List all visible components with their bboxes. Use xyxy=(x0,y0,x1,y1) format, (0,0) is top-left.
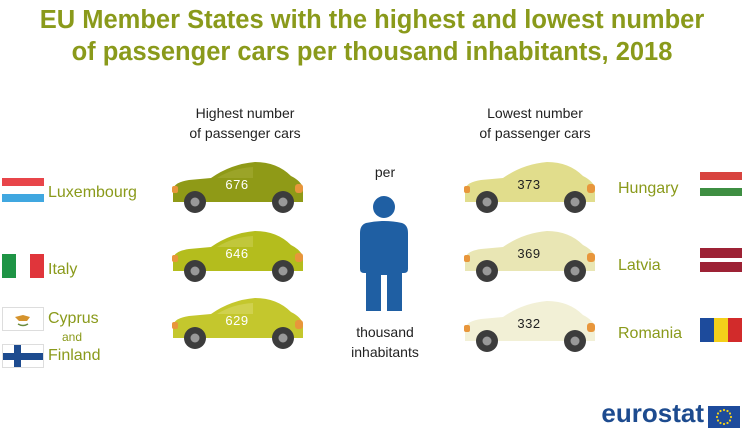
country-romania: Romania xyxy=(618,325,683,342)
car-hungary: 373 xyxy=(459,158,599,218)
romania-flag xyxy=(700,318,742,342)
car-value: 369 xyxy=(517,246,541,261)
country-latvia: Latvia xyxy=(618,257,661,274)
car-value: 332 xyxy=(517,316,541,331)
country-finland: Finland xyxy=(48,347,101,364)
car-value: 646 xyxy=(225,246,249,261)
per-label: per xyxy=(374,164,396,180)
car-luxembourg: 676 xyxy=(167,158,307,218)
country-italy: Italy xyxy=(48,261,78,278)
car-cyprus-finland: 629 xyxy=(167,294,307,354)
country-cyprus: Cyprus xyxy=(48,310,99,327)
person-icon xyxy=(356,195,412,313)
eu-flag-icon xyxy=(708,406,740,428)
lowest-heading: Lowest number of passenger cars xyxy=(479,105,591,141)
car-value: 676 xyxy=(225,177,249,192)
latvia-flag xyxy=(700,248,742,272)
country-luxembourg: Luxembourg xyxy=(48,184,137,201)
and-joiner: and xyxy=(62,330,83,344)
car-value: 629 xyxy=(225,313,249,328)
finland-flag xyxy=(2,344,44,368)
eurostat-logo: eurostat xyxy=(601,398,704,428)
car-latvia: 369 xyxy=(459,227,599,287)
country-hungary: Hungary xyxy=(618,180,679,197)
highest-heading: Highest number of passenger cars xyxy=(189,105,301,141)
cyprus-flag xyxy=(2,307,44,331)
italy-flag xyxy=(2,254,44,278)
car-value: 373 xyxy=(517,177,541,192)
thousand-inhabitants-label: thousand inhabitants xyxy=(351,324,419,360)
luxembourg-flag xyxy=(2,178,44,202)
car-italy: 646 xyxy=(167,227,307,287)
car-romania: 332 xyxy=(459,297,599,357)
hungary-flag xyxy=(700,172,742,196)
page-title: EU Member States with the highest and lo… xyxy=(39,6,705,66)
